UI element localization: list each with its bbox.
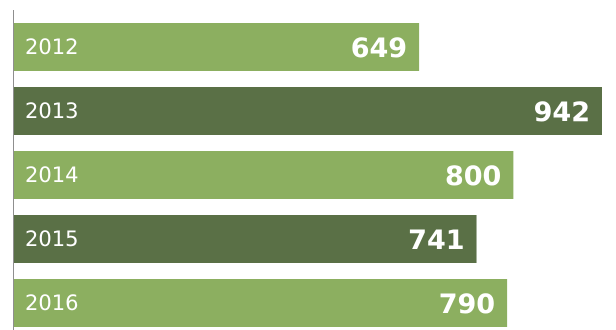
category-label-2016: 2016 bbox=[25, 291, 78, 315]
category-label-2014: 2014 bbox=[25, 163, 78, 187]
value-label-2014: 800 bbox=[445, 161, 501, 192]
bar-2016 bbox=[14, 279, 508, 327]
value-label-2013: 942 bbox=[534, 97, 590, 128]
value-label-2016: 790 bbox=[439, 289, 495, 320]
bars-group: 2012 649 2013 942 2014 800 2015 741 2016 790 bbox=[14, 23, 602, 327]
category-label-2012: 2012 bbox=[25, 35, 78, 59]
bar-2014 bbox=[14, 151, 514, 199]
category-label-2015: 2015 bbox=[25, 227, 78, 251]
value-label-2015: 741 bbox=[408, 225, 464, 256]
value-label-2012: 649 bbox=[351, 33, 407, 64]
category-label-2013: 2013 bbox=[25, 99, 78, 123]
bar-2015 bbox=[14, 215, 477, 263]
bar-2012 bbox=[14, 23, 420, 71]
bar-2013 bbox=[14, 87, 602, 135]
